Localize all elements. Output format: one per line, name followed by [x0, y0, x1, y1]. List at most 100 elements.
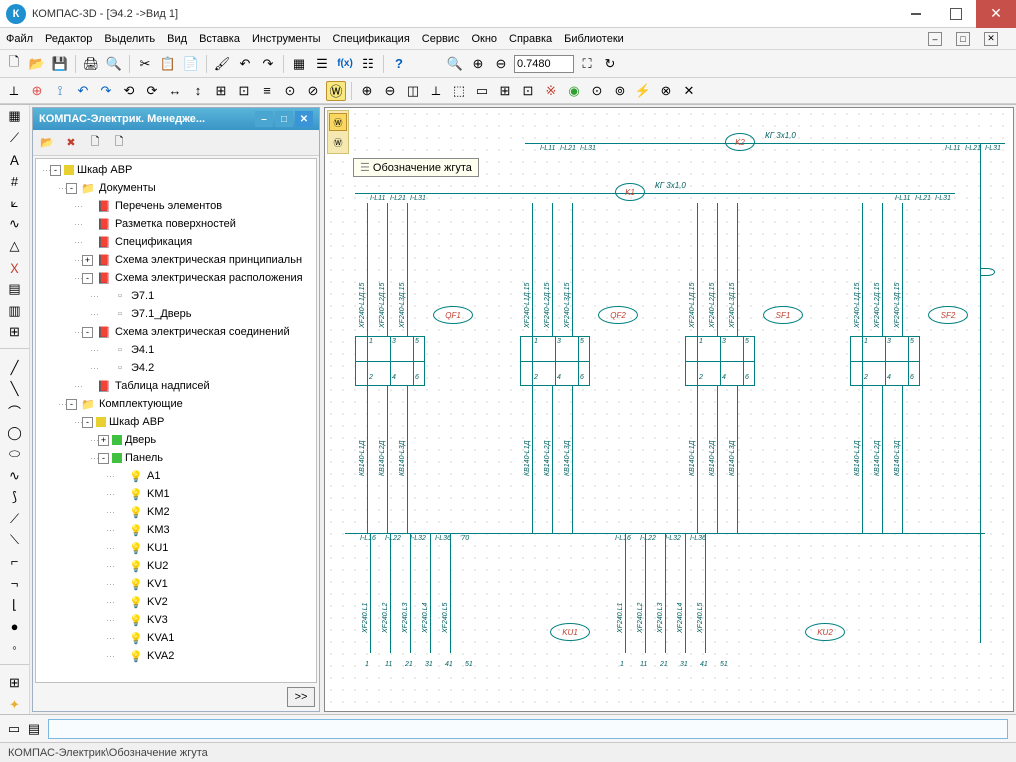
etb-23[interactable]: ⊡	[518, 81, 538, 101]
etb-22[interactable]: ⊞	[495, 81, 515, 101]
layers-icon[interactable]: ☰	[312, 54, 332, 74]
tree-node[interactable]: ⋯💡KVA1	[38, 629, 314, 647]
etb-18[interactable]: ◫	[403, 81, 423, 101]
command-input[interactable]	[48, 719, 1008, 739]
zoom-input[interactable]	[514, 55, 574, 73]
tree-node[interactable]: ⋯-Панель	[38, 449, 314, 467]
tree-node[interactable]: ⋯📕Разметка поверхностей	[38, 215, 314, 233]
etb-24[interactable]: ※	[541, 81, 561, 101]
etb-15[interactable]: Ⓦ	[326, 81, 346, 101]
lt-25[interactable]: ◦	[5, 638, 25, 656]
panel-close[interactable]: ✕	[295, 111, 313, 127]
lt-13[interactable]: ╲	[5, 380, 25, 398]
copy-icon[interactable]: 📋	[158, 54, 178, 74]
menu-window[interactable]: Окно	[471, 33, 497, 45]
tree-node[interactable]: ⋯-📁Комплектующие	[38, 395, 314, 413]
tree-node[interactable]: ⋯💡KU2	[38, 557, 314, 575]
lt-22[interactable]: ¬	[5, 574, 25, 592]
fx-icon[interactable]: f(x)	[335, 54, 355, 74]
tree-node[interactable]: ⋯▫Э4.2	[38, 359, 314, 377]
tree-expander[interactable]: -	[98, 453, 109, 464]
list-icon[interactable]: ☷	[358, 54, 378, 74]
zoom-in-icon[interactable]: ⊕	[468, 54, 488, 74]
mdi-close[interactable]: ✕	[984, 32, 998, 46]
etb-4[interactable]: ↶	[73, 81, 93, 101]
cut-icon[interactable]: ✂	[135, 54, 155, 74]
redo-icon[interactable]: ↷	[258, 54, 278, 74]
ptb-del[interactable]: ✖	[61, 133, 81, 153]
etb-5[interactable]: ↷	[96, 81, 116, 101]
zoom-fit-icon[interactable]: ⛶	[577, 54, 597, 74]
etb-29[interactable]: ⊗	[656, 81, 676, 101]
ptb-open[interactable]: 📂	[37, 133, 57, 153]
refresh-icon[interactable]: ↻	[600, 54, 620, 74]
etb-17[interactable]: ⊖	[380, 81, 400, 101]
tree-node[interactable]: ⋯📕Перечень элементов	[38, 197, 314, 215]
panel-title[interactable]: КОМПАС-Электрик. Менедже... – □ ✕	[33, 108, 319, 130]
window-minimize[interactable]	[896, 0, 936, 28]
mdi-min[interactable]: –	[928, 32, 942, 46]
etb-21[interactable]: ▭	[472, 81, 492, 101]
lt-17[interactable]: ∿	[5, 467, 25, 485]
menu-insert[interactable]: Вставка	[199, 33, 240, 45]
lt-15[interactable]: ◯	[5, 424, 25, 442]
print-icon[interactable]: 🖨	[81, 54, 101, 74]
menu-libraries[interactable]: Библиотеки	[564, 33, 624, 45]
menu-view[interactable]: Вид	[167, 33, 187, 45]
menu-tools[interactable]: Инструменты	[252, 33, 321, 45]
tree-node[interactable]: ⋯💡KM3	[38, 521, 314, 539]
tree-node[interactable]: ⋯-📕Схема электрическая соединений	[38, 323, 314, 341]
tree-node[interactable]: ⋯💡A1	[38, 467, 314, 485]
open-icon[interactable]: 📂	[27, 54, 47, 74]
lt-7[interactable]: △	[5, 236, 25, 254]
help-icon[interactable]: ?	[389, 54, 409, 74]
mdi-max[interactable]: □	[956, 32, 970, 46]
cmd-icon1[interactable]: ▭	[4, 719, 24, 739]
tree-node[interactable]: ⋯▫Э4.1	[38, 341, 314, 359]
zoom-window-icon[interactable]: 🔍	[445, 54, 465, 74]
lt-24[interactable]: ●	[5, 617, 25, 635]
lt-20[interactable]: ⟍	[5, 531, 25, 549]
tree[interactable]: ⋯-Шкаф АВР⋯-📁Документы⋯📕Перечень элемент…	[35, 158, 317, 683]
expand-button[interactable]: >>	[287, 687, 315, 707]
tree-expander[interactable]: +	[98, 435, 109, 446]
lt-5[interactable]: ⟀	[5, 193, 25, 211]
lt-21[interactable]: ⌐	[5, 552, 25, 570]
lt-27[interactable]: ✦	[5, 696, 25, 714]
tree-node[interactable]: ⋯-Шкаф АВР	[38, 161, 314, 179]
etb-30[interactable]: ✕	[679, 81, 699, 101]
etb-20[interactable]: ⬚	[449, 81, 469, 101]
lt-14[interactable]: ⌒	[5, 402, 25, 421]
tree-expander[interactable]: -	[66, 183, 77, 194]
etb-13[interactable]: ⊙	[280, 81, 300, 101]
tree-node[interactable]: ⋯+Дверь	[38, 431, 314, 449]
vtb-1[interactable]: Ⓦ	[329, 113, 347, 131]
lt-19[interactable]: ⟋	[5, 510, 25, 528]
etb-6[interactable]: ⟲	[119, 81, 139, 101]
etb-2[interactable]: ⊕	[27, 81, 47, 101]
save-icon[interactable]: 💾	[50, 54, 70, 74]
tree-node[interactable]: ⋯💡KM2	[38, 503, 314, 521]
tree-expander[interactable]: -	[82, 273, 93, 284]
lt-8[interactable]: Ｘ	[5, 258, 25, 277]
paste-icon[interactable]: 📄	[181, 54, 201, 74]
new-icon[interactable]: 🗋	[4, 54, 24, 74]
tree-node[interactable]: ⋯▫Э7.1	[38, 287, 314, 305]
menu-service[interactable]: Сервис	[422, 33, 460, 45]
drawing-area[interactable]: Ⓦ Ⓦ ☰ Обозначение жгута K1КГ 3x1,0I-L11I…	[324, 107, 1014, 712]
ptb-new1[interactable]: 🗋	[85, 133, 105, 153]
etb-27[interactable]: ⊚	[610, 81, 630, 101]
etb-12[interactable]: ≡	[257, 81, 277, 101]
etb-28[interactable]: ⚡	[633, 81, 653, 101]
tree-node[interactable]: ⋯💡KU1	[38, 539, 314, 557]
lt-10[interactable]: ▥	[5, 301, 25, 319]
grid-icon[interactable]: ▦	[289, 54, 309, 74]
vtb-2[interactable]: Ⓦ	[329, 133, 347, 151]
etb-3[interactable]: ⟟	[50, 81, 70, 101]
tree-expander[interactable]: -	[66, 399, 77, 410]
tree-node[interactable]: ⋯💡KV1	[38, 575, 314, 593]
tree-node[interactable]: ⋯💡KM1	[38, 485, 314, 503]
lt-16[interactable]: ⬭	[5, 445, 25, 463]
etb-7[interactable]: ⟳	[142, 81, 162, 101]
tree-node[interactable]: ⋯💡KV2	[38, 593, 314, 611]
